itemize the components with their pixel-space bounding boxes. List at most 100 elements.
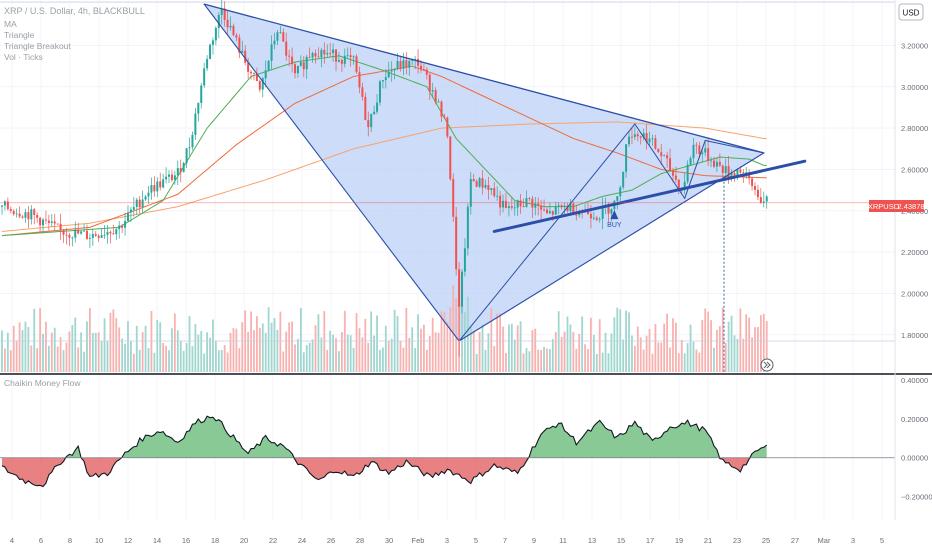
- volume-bar: [607, 353, 610, 372]
- volume-bar: [431, 317, 434, 372]
- candle-body: [358, 72, 361, 88]
- volume-bar: [223, 345, 226, 372]
- cmf-positive-area: [2, 416, 767, 458]
- volume-bar: [654, 324, 657, 372]
- candle-body: [44, 219, 47, 221]
- volume-bar: [200, 331, 203, 372]
- candle-body: [422, 69, 425, 70]
- time-tick-label: Mar: [818, 536, 831, 545]
- cmf-negative-area: [2, 457, 767, 487]
- candle-body: [566, 205, 569, 212]
- time-tick-label: Feb: [412, 536, 425, 545]
- volume-bar: [250, 311, 252, 372]
- volume-bar: [628, 312, 630, 372]
- candle-body: [587, 210, 589, 215]
- volume-bar: [452, 284, 455, 372]
- candle-body: [291, 56, 294, 65]
- volume-bar: [127, 321, 129, 372]
- candle-body: [6, 201, 9, 210]
- volume-bar: [399, 340, 402, 372]
- volume-bar: [68, 331, 71, 372]
- volume-bar: [683, 353, 686, 372]
- candle-body: [361, 87, 364, 97]
- volume-bar: [428, 335, 431, 372]
- candle-body: [132, 207, 135, 210]
- candle-body: [616, 196, 619, 201]
- volume-bar: [302, 352, 305, 372]
- candle-body: [153, 185, 156, 192]
- candle-body: [39, 217, 42, 226]
- currency-button[interactable]: USD: [898, 3, 924, 21]
- candle-body: [191, 134, 194, 148]
- volume-bar: [299, 307, 302, 372]
- candle-body: [124, 220, 127, 228]
- volume-bar: [103, 318, 106, 372]
- volume-bar: [411, 327, 414, 372]
- volume-bar: [724, 343, 727, 372]
- volume-bar: [616, 307, 619, 372]
- candle-body: [276, 32, 279, 41]
- candle-body: [475, 181, 478, 187]
- candle-body: [461, 271, 464, 307]
- volume-bar: [364, 318, 367, 372]
- candle-body: [537, 203, 540, 206]
- candle-body: [147, 192, 150, 197]
- candle-body: [220, 8, 223, 15]
- goto-realtime-icon[interactable]: [760, 358, 774, 372]
- volume-bar: [379, 349, 381, 372]
- candle-body: [129, 209, 132, 213]
- volume-bar: [631, 335, 633, 372]
- candle-body: [674, 175, 677, 180]
- time-tick-label: 3: [851, 536, 855, 545]
- volume-bar: [156, 320, 159, 372]
- price-badge-value: 2.43878: [897, 202, 924, 211]
- volume-bar: [203, 353, 206, 372]
- candle-body: [645, 133, 648, 143]
- volume-bar: [56, 346, 59, 372]
- volume-bar: [513, 339, 516, 372]
- candle-body: [85, 230, 88, 239]
- candle-body: [733, 172, 736, 177]
- candle-body: [493, 188, 496, 196]
- candle-body: [446, 117, 449, 137]
- indicator-label-triangle-breakout[interactable]: Triangle Breakout: [4, 41, 71, 51]
- time-tick-label: 8: [68, 536, 72, 545]
- volume-bar: [505, 353, 507, 372]
- candle-body: [340, 59, 343, 64]
- volume-bar: [53, 327, 56, 372]
- volume-bar: [566, 316, 569, 372]
- volume-bar: [449, 307, 452, 372]
- indicator-label-ma[interactable]: MA: [4, 19, 17, 29]
- candle-body: [305, 56, 308, 70]
- candle-body: [417, 58, 420, 66]
- candle-body: [502, 200, 505, 208]
- candle-body: [560, 205, 563, 207]
- indicator-label-volume[interactable]: Vol · Ticks: [4, 52, 43, 62]
- volume-bar: [622, 339, 625, 372]
- candle-body: [42, 219, 45, 226]
- triangle-inner-leg: [458, 123, 636, 342]
- volume-bar: [382, 347, 384, 372]
- candle-body: [241, 50, 244, 53]
- volume-bar: [276, 329, 279, 372]
- volume-bar: [666, 313, 669, 372]
- indicator-label-triangle[interactable]: Triangle: [4, 30, 35, 40]
- candle-body: [30, 209, 33, 220]
- candle-body: [27, 212, 30, 220]
- volume-bar: [645, 335, 648, 372]
- volume-bar: [575, 348, 578, 372]
- volume-bar: [648, 329, 651, 372]
- candle-body: [21, 216, 24, 218]
- volume-bar: [572, 331, 575, 372]
- candle-body: [399, 61, 402, 69]
- candle-body: [472, 179, 475, 182]
- volume-bar: [484, 349, 487, 372]
- cmf-tick-label: 0.20000: [901, 415, 928, 424]
- candle-body: [387, 71, 390, 78]
- candle-body: [563, 205, 566, 207]
- candle-body: [88, 237, 91, 239]
- volume-bar: [141, 332, 144, 372]
- candle-body: [1, 205, 3, 207]
- candle-body: [499, 195, 502, 208]
